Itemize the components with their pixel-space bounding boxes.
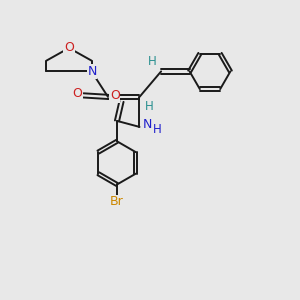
Text: N: N — [87, 65, 97, 78]
Text: H: H — [145, 100, 154, 113]
Text: H: H — [148, 55, 157, 68]
Text: H: H — [153, 123, 162, 136]
Text: N: N — [143, 118, 153, 131]
Text: Br: Br — [110, 195, 124, 208]
Text: O: O — [110, 89, 120, 103]
Text: O: O — [64, 41, 74, 54]
Text: O: O — [73, 87, 82, 101]
